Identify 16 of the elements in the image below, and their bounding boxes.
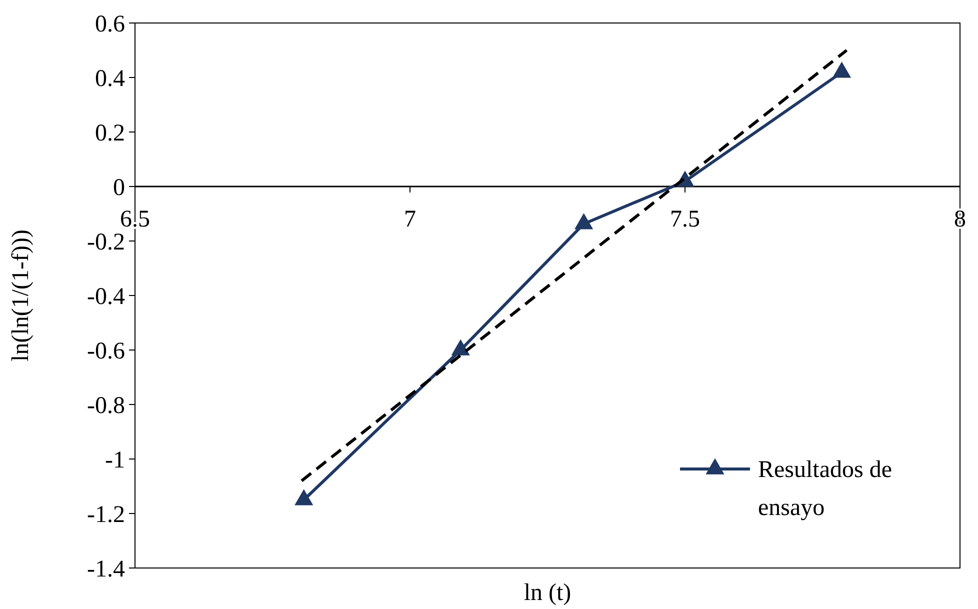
y-tick-label: 0.4 [95, 66, 125, 92]
y-tick-label: -1 [105, 447, 125, 474]
y-tick-label: -0.8 [87, 392, 125, 419]
y-tick-label: -0.4 [87, 284, 125, 310]
y-tick-label: -0.6 [87, 338, 125, 364]
y-tick-label: -1.4 [87, 556, 125, 582]
y-axis-title: ln(ln(1/(1-f))) [8, 230, 34, 362]
y-tick-label: -0.2 [87, 229, 125, 256]
x-axis-title: ln (t) [524, 580, 572, 606]
legend-label: Resultados de ensayo [758, 457, 892, 521]
x-tick-label: 7 [404, 206, 416, 232]
y-tick-label: 0 [113, 174, 125, 201]
y-tick-label: 0.2 [95, 120, 125, 146]
y-tick-label: 0.6 [95, 11, 125, 38]
y-tick-label: -1.2 [87, 502, 125, 528]
x-tick-label: 7.5 [670, 206, 700, 232]
